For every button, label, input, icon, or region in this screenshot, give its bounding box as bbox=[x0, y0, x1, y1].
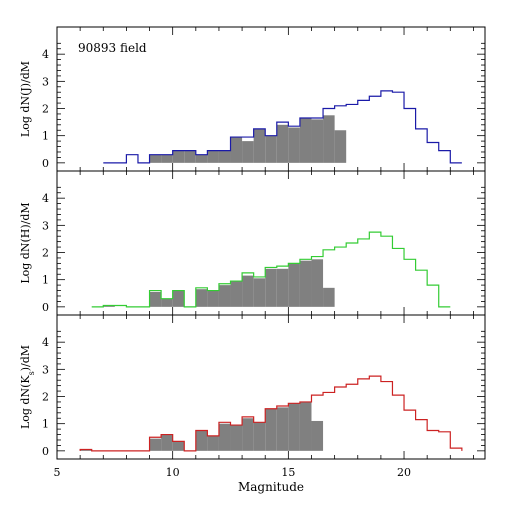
y-tick-label: 2 bbox=[42, 391, 49, 404]
bar-filled bbox=[207, 290, 219, 307]
bar-filled bbox=[195, 154, 208, 163]
y-tick-label: 1 bbox=[42, 274, 49, 287]
y-tick-label: 0 bbox=[42, 157, 49, 170]
bar-filled bbox=[149, 291, 162, 307]
bar-filled bbox=[195, 430, 208, 451]
bar-filled bbox=[253, 278, 266, 307]
y-axis-label: Log dN(J)/dM bbox=[19, 61, 32, 137]
bar-filled bbox=[265, 268, 277, 307]
x-tick-label: 5 bbox=[54, 466, 61, 479]
panel-Ks: 0 1 2 3 4 Log dN(Ks)/dM 5 10 15 20 Magnitude bbox=[19, 314, 486, 494]
y-tick-label: 1 bbox=[42, 418, 49, 431]
bar-filled bbox=[161, 298, 173, 307]
bar-filled bbox=[218, 285, 231, 307]
y-tick-label: 4 bbox=[42, 192, 49, 205]
y-tick-label: 3 bbox=[42, 219, 49, 232]
bar-filled bbox=[265, 135, 277, 163]
bar-filled bbox=[207, 150, 219, 163]
panel-annotation: 90893 field bbox=[78, 41, 147, 55]
bar-filled bbox=[276, 124, 289, 163]
bar-filled bbox=[253, 422, 266, 451]
bar-filled bbox=[276, 407, 289, 451]
bar-filled bbox=[311, 420, 324, 451]
bar-filled bbox=[288, 403, 300, 451]
bar-filled bbox=[149, 438, 162, 451]
series-outline bbox=[79, 375, 463, 452]
bar-filled bbox=[276, 268, 289, 307]
y-tick-label: 2 bbox=[42, 247, 49, 260]
bar-filled bbox=[242, 418, 254, 451]
x-tick-label: 10 bbox=[166, 466, 180, 479]
bar-filled bbox=[80, 449, 92, 451]
bar-filled bbox=[218, 150, 231, 163]
y-axis-label: Log dN(H)/dM bbox=[19, 202, 32, 283]
bar-filled bbox=[184, 150, 196, 163]
x-tick-label: 15 bbox=[281, 466, 295, 479]
bar-filled bbox=[299, 260, 312, 307]
bar-filled bbox=[265, 408, 277, 451]
bar-filled bbox=[161, 434, 173, 451]
y-tick-label: 3 bbox=[42, 363, 49, 376]
bar-filled bbox=[299, 118, 312, 163]
panel-frame bbox=[56, 314, 486, 460]
x-axis-label: Magnitude bbox=[238, 480, 304, 494]
bar-filled bbox=[253, 128, 266, 163]
bar-filled bbox=[161, 154, 173, 163]
y-tick-label: 1 bbox=[42, 130, 49, 143]
bar-filled bbox=[230, 137, 243, 163]
bar-filled bbox=[242, 275, 254, 307]
bar-filled bbox=[311, 259, 324, 307]
series-outline bbox=[91, 231, 451, 308]
bar-filled bbox=[299, 401, 312, 451]
bar-filled bbox=[230, 281, 243, 307]
bar-filled bbox=[230, 425, 243, 451]
y-tick-label: 2 bbox=[42, 103, 49, 116]
y-tick-label: 4 bbox=[42, 48, 49, 61]
y-axis-label: Log dN(Ks)/dM bbox=[19, 345, 36, 429]
bar-filled bbox=[242, 141, 254, 163]
bar-filled bbox=[172, 290, 185, 307]
bar-filled bbox=[323, 287, 335, 307]
panel-J: 0 1 2 3 4 Log dN(J)/dM 90893 field bbox=[19, 26, 486, 172]
bar-filled bbox=[172, 150, 185, 163]
series-outline bbox=[103, 90, 462, 164]
bar-filled bbox=[288, 127, 300, 163]
bar-filled bbox=[288, 263, 300, 307]
y-tick-label: 0 bbox=[42, 301, 49, 314]
y-tick-label: 4 bbox=[42, 336, 49, 349]
bar-filled bbox=[195, 289, 208, 307]
x-tick-label: 20 bbox=[397, 466, 411, 479]
bar-filled bbox=[334, 130, 347, 163]
panel-H: 0 1 2 3 4 Log dN(H)/dM bbox=[19, 170, 486, 316]
bar-filled bbox=[172, 441, 185, 451]
y-tick-label: 0 bbox=[42, 445, 49, 458]
bar-filled bbox=[311, 119, 324, 163]
bar-filled bbox=[218, 423, 231, 451]
bar-filled bbox=[323, 115, 335, 163]
y-tick-label: 3 bbox=[42, 75, 49, 88]
bar-filled bbox=[207, 435, 219, 451]
bar-filled bbox=[149, 154, 162, 163]
bar-filled bbox=[103, 305, 115, 307]
